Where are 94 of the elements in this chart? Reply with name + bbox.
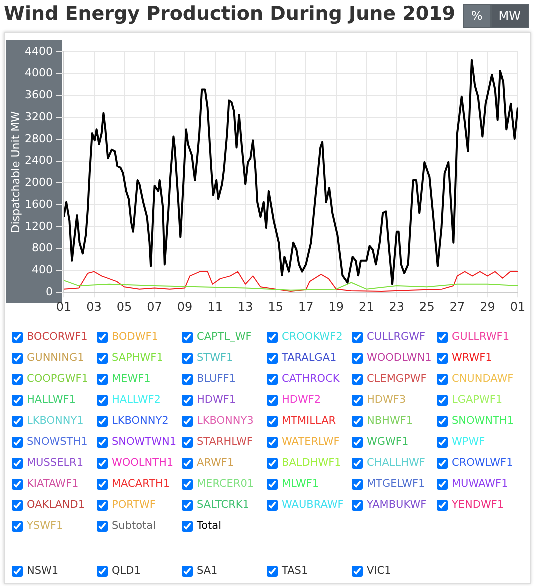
legend-label: HALLWF1 (27, 394, 76, 406)
legend-label: CATHROCK (282, 373, 340, 385)
legend-label: KIATAWF1 (27, 478, 79, 490)
x-tick-label: 03 (86, 300, 102, 314)
y-tick-label: 3600 (25, 88, 53, 102)
legend-label: WGWF1 (367, 436, 409, 448)
legend-label: MLWF1 (282, 478, 320, 490)
legend-label: ARWF1 (197, 457, 234, 469)
x-tick-label: 25 (420, 300, 435, 314)
y-tick-label: 4000 (25, 66, 53, 80)
legend-label: HDWF2 (282, 394, 322, 406)
legend-label: LKBONNY1 (27, 415, 84, 427)
text: WRWF1 (452, 352, 492, 364)
legend-label: STARHLWF (197, 436, 253, 448)
legend-label: WOODLWN1 (367, 352, 432, 364)
legend-label: YAMBUKWF (367, 499, 427, 511)
legend-label: BODWF1 (112, 331, 158, 343)
x-tick-label: 07 (147, 300, 162, 314)
legend-label: OAKLAND1 (27, 499, 86, 511)
y-tick-label: 2000 (25, 176, 53, 190)
legend-label: BOCORWF1 (27, 331, 88, 343)
text: QLD1 (112, 565, 141, 577)
text: SA1 (197, 565, 218, 577)
legend-label: Subtotal (112, 520, 156, 532)
legend-label: CHALLHWF (367, 457, 426, 469)
legend-label: NBHWF1 (367, 415, 414, 427)
x-tick-label: 19 (328, 300, 344, 314)
legend-label: SNOWNTH1 (452, 415, 514, 427)
legend-label: WPWF (452, 436, 486, 448)
legend-label: MERCER01 (197, 478, 254, 490)
x-tick-label: 15 (268, 300, 284, 314)
legend-label: LGAPWF1 (452, 394, 503, 406)
x-tick-label: 05 (116, 300, 132, 314)
x-tick-label: 11 (208, 300, 223, 314)
y-tick-label: 2400 (25, 154, 53, 168)
legend-label: MACARTH1 (112, 478, 170, 490)
x-tick-label: 27 (450, 300, 466, 314)
y-tick-label: 1600 (25, 198, 53, 211)
x-tick-label: 13 (238, 300, 254, 314)
y-tick-label: 800 (32, 242, 53, 255)
legend-label: SALTCRK1 (197, 499, 250, 511)
legend-label: GUNNING1 (27, 352, 84, 364)
y-tick-label: 1200 (25, 220, 53, 233)
legend-label: LKBONNY3 (197, 415, 254, 427)
legend-label: BALDHWF1 (282, 457, 342, 469)
y-tick-label: 3200 (25, 110, 53, 124)
legend-label: STWF1 (197, 352, 234, 364)
legend-label: SNOWSTH1 (27, 436, 88, 448)
legend-label: CAPTL_WF (197, 331, 252, 343)
y-tick-label: 4400 (25, 44, 53, 58)
x-tick-label: 01 (510, 300, 526, 314)
legend-label: BLUFF1 (197, 373, 236, 385)
text: TAS1 (282, 565, 308, 577)
y-tick-label: 2800 (25, 132, 53, 146)
text: % (463, 4, 491, 28)
text: SAPHWF1 (112, 352, 164, 364)
legend-label: LKBONNY2 (112, 415, 169, 427)
x-tick-label: 29 (480, 300, 496, 314)
legend-label: YSWF1 (27, 520, 64, 532)
legend-label: HALLWF2 (112, 394, 161, 406)
legend-label: GULLRWF1 (452, 331, 510, 343)
y-tick-label: 400 (32, 264, 53, 277)
x-tick-label: 01 (56, 300, 72, 314)
legend-label: HDWF3 (367, 394, 406, 406)
legend-label: PORTWF (112, 499, 156, 511)
legend-label: CROWLWF1 (452, 457, 514, 469)
legend-label: MTGELWF1 (367, 478, 426, 490)
chart-title: Wind Energy Production During June 2019 (4, 3, 456, 25)
legend-label: WATERLWF (282, 436, 340, 448)
x-tick-label: 23 (389, 300, 405, 314)
legend-label: MUSSELR1 (27, 457, 84, 469)
text: MW (490, 4, 529, 28)
text: VIC1 (367, 565, 392, 577)
legend-label: CLEMGPWF (367, 373, 427, 385)
text: Total (197, 520, 222, 532)
legend-label: MUWAWF1 (452, 478, 508, 490)
legend-label: TARALGA1 (282, 352, 337, 364)
x-tick-label: 21 (359, 300, 374, 314)
legend-label: HDWF1 (197, 394, 236, 406)
text: NSW1 (27, 565, 59, 577)
legend-label: CROOKWF2 (282, 331, 343, 343)
x-tick-label: 09 (177, 300, 193, 314)
legend-label: WAUBRAWF (282, 499, 344, 511)
legend-label: YENDWF1 (452, 499, 504, 511)
legend-label: CNUNDAWF (452, 373, 514, 385)
legend-label: SNOWTWN1 (112, 436, 176, 448)
x-tick-label: 17 (298, 300, 314, 314)
legend-label: MTMILLAR (282, 415, 336, 427)
legend-label: WOOLNTH1 (112, 457, 174, 469)
y-axis-title: Dispatchable Unit MW (9, 111, 22, 234)
y-tick-label: 0 (46, 285, 53, 298)
legend-label: CULLRGWF (367, 331, 426, 343)
legend-label: COOPGWF1 (27, 373, 88, 385)
legend-label: MEWF1 (112, 373, 151, 385)
